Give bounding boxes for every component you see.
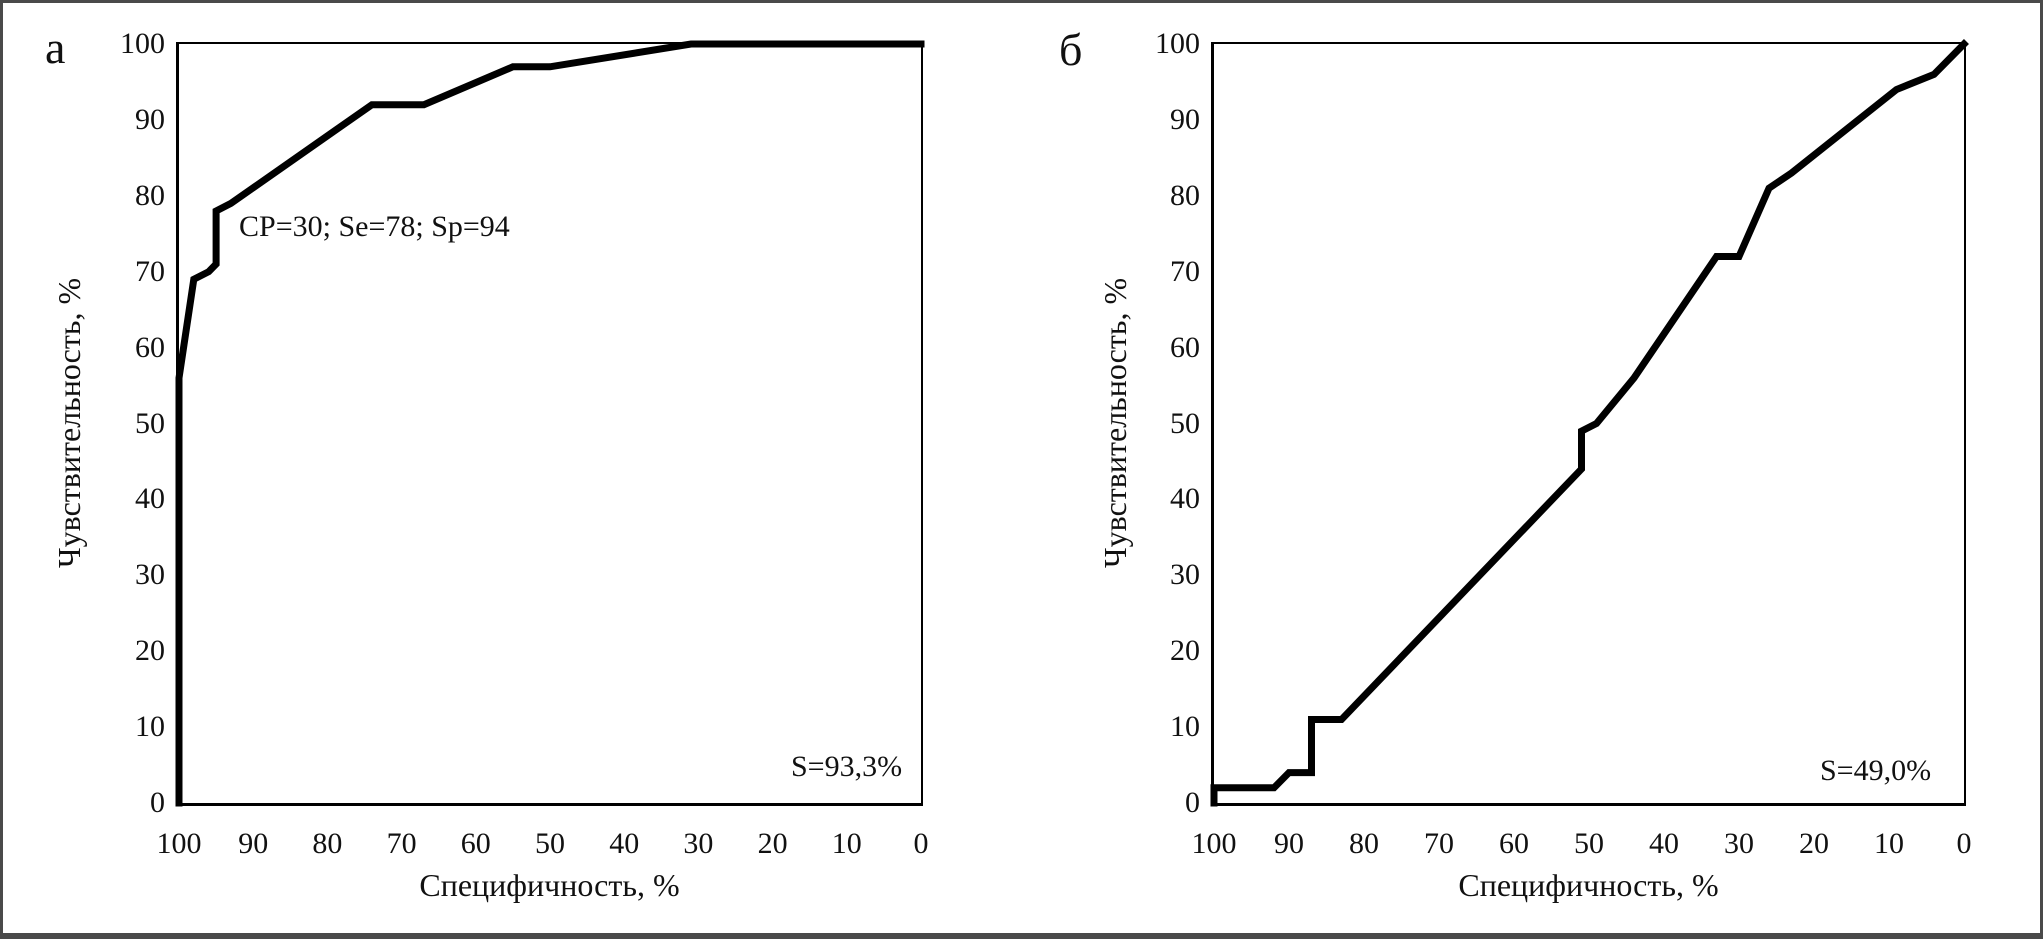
y-tick-label: 20 [135, 634, 165, 668]
roc-curve-a [175, 40, 925, 807]
y-tick-label: 40 [135, 482, 165, 516]
x-tick-label: 80 [312, 827, 343, 860]
x-tick-label: 50 [1574, 827, 1604, 860]
y-tick-label: 10 [1170, 710, 1200, 744]
x-tick-label: 0 [1956, 827, 1972, 860]
x-tick-label: 20 [757, 827, 788, 860]
y-tick-label: 100 [1155, 27, 1200, 60]
y-tick-label: 90 [135, 102, 165, 136]
panel-b-x-axis-title: Специфичность, % [1458, 867, 1719, 903]
x-tick-label: 30 [1724, 827, 1754, 860]
x-tick-label: 90 [1274, 827, 1304, 860]
panel-b: б Чувствительность, % S=49,0% 0 10 20 30 40 5… [3, 3, 1972, 942]
x-tick-label: 30 [683, 827, 714, 860]
x-tick-label: 60 [1499, 827, 1529, 860]
y-tick-label: 20 [1170, 634, 1200, 668]
y-tick-label: 80 [1170, 178, 1200, 212]
x-tick-label: 70 [386, 827, 417, 860]
y-tick-label: 70 [1170, 254, 1200, 288]
panel-b-plot-area: S=49,0% 0 10 20 30 40 50 60 70 80 90 100 100 90 80 70 6… [1155, 27, 1972, 860]
x-tick-label: 20 [1799, 827, 1829, 860]
y-tick-label: 0 [150, 786, 165, 819]
y-tick-label: 40 [1170, 482, 1200, 516]
panel-a-cutpoint-annotation: СР=30; Se=78; Sp=94 [239, 210, 510, 243]
x-tick-label: 70 [1424, 827, 1454, 860]
x-tick-label: 10 [831, 827, 862, 860]
y-tick-label: 100 [120, 27, 165, 60]
x-tick-label: 10 [1874, 827, 1904, 860]
panel-a-auc-annotation: S=93,3% [791, 750, 903, 783]
y-tick-label: 30 [135, 558, 165, 592]
x-tick-label: 90 [238, 827, 269, 860]
x-tick-label: 40 [1649, 827, 1679, 860]
y-tick-label: 0 [1185, 786, 1200, 819]
y-tick-label: 90 [1170, 102, 1200, 136]
roc-curve-b [1210, 39, 1969, 807]
x-tick-label: 0 [913, 827, 929, 860]
x-tick-label: 100 [156, 827, 202, 860]
roc-polyline [175, 40, 925, 807]
panel-b-auc-annotation: S=49,0% [1820, 754, 1932, 787]
roc-polyline [1210, 39, 1969, 807]
y-tick-label: 80 [135, 178, 165, 212]
x-tick-label: 40 [609, 827, 640, 860]
y-tick-label: 50 [1170, 406, 1200, 440]
x-tick-label: 50 [535, 827, 565, 860]
panel-a-label: а [45, 22, 66, 73]
y-tick-label: 60 [1170, 330, 1200, 364]
panel-a-plot-area: СР=30; Se=78; Sp=94 S=93,3% 0 10 20 30 40 50 6… [120, 27, 929, 860]
panel-a-x-axis-title: Специфичность, % [419, 867, 680, 903]
y-tick-label: 30 [1170, 558, 1200, 592]
panel-a: а Чувствительность, % СР=30; Se=78; Sp=9… [3, 3, 1023, 942]
y-tick-label: 10 [135, 710, 165, 744]
y-tick-label: 50 [135, 406, 165, 440]
x-tick-label: 80 [1349, 827, 1379, 860]
x-tick-label: 100 [1191, 827, 1237, 860]
y-tick-label: 60 [135, 330, 165, 364]
y-tick-label: 70 [135, 254, 165, 288]
x-tick-label: 60 [460, 827, 491, 860]
panel-b-label: б [1059, 24, 1083, 75]
